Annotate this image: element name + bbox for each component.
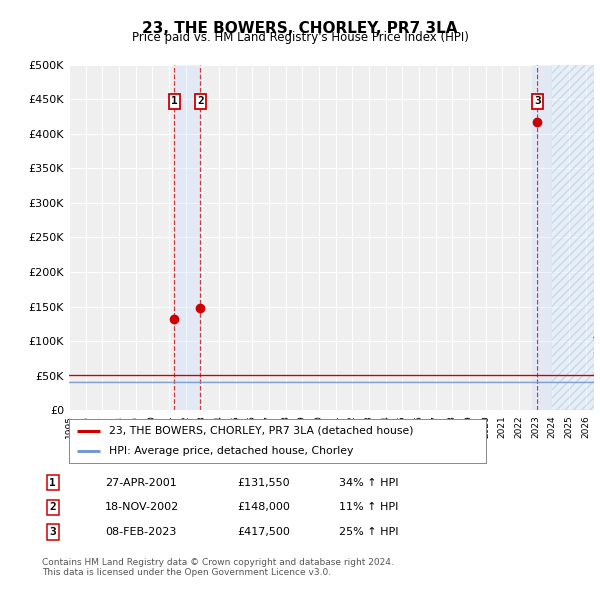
Text: HPI: Average price, detached house, Chorley: HPI: Average price, detached house, Chor… <box>109 446 353 456</box>
Text: 11% ↑ HPI: 11% ↑ HPI <box>339 503 398 512</box>
Text: 2: 2 <box>49 503 56 512</box>
Bar <box>553 65 594 410</box>
Text: £148,000: £148,000 <box>237 503 290 512</box>
Text: 2: 2 <box>197 96 204 106</box>
Text: £417,500: £417,500 <box>237 527 290 537</box>
Text: £131,550: £131,550 <box>237 478 290 487</box>
Text: 27-APR-2001: 27-APR-2001 <box>105 478 177 487</box>
Text: 34% ↑ HPI: 34% ↑ HPI <box>339 478 398 487</box>
Text: 1: 1 <box>171 96 178 106</box>
Text: 08-FEB-2023: 08-FEB-2023 <box>105 527 176 537</box>
Text: 25% ↑ HPI: 25% ↑ HPI <box>339 527 398 537</box>
Text: 1: 1 <box>49 478 56 487</box>
Text: 23, THE BOWERS, CHORLEY, PR7 3LA (detached house): 23, THE BOWERS, CHORLEY, PR7 3LA (detach… <box>109 426 413 436</box>
Text: 3: 3 <box>534 96 541 106</box>
Text: Price paid vs. HM Land Registry's House Price Index (HPI): Price paid vs. HM Land Registry's House … <box>131 31 469 44</box>
Text: 18-NOV-2002: 18-NOV-2002 <box>105 503 179 512</box>
Text: Contains HM Land Registry data © Crown copyright and database right 2024.
This d: Contains HM Land Registry data © Crown c… <box>42 558 394 577</box>
Text: 23, THE BOWERS, CHORLEY, PR7 3LA: 23, THE BOWERS, CHORLEY, PR7 3LA <box>142 21 458 35</box>
Bar <box>532 65 553 410</box>
Bar <box>175 65 200 410</box>
Text: 3: 3 <box>49 527 56 537</box>
